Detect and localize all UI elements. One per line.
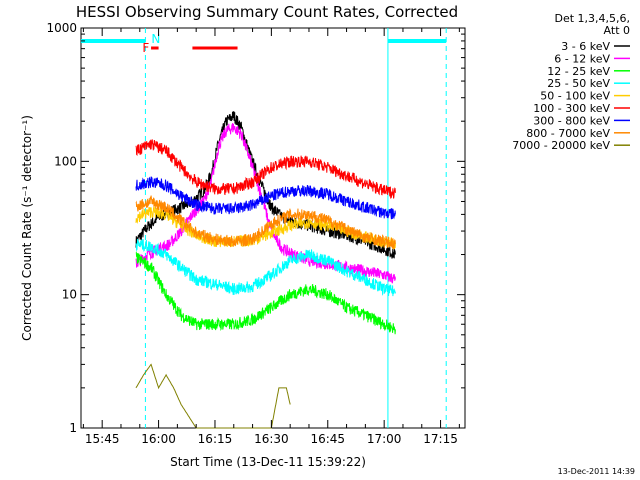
x-tick-label: 17:15 bbox=[423, 432, 458, 446]
x-axis-label: Start Time (13-Dec-11 15:39:22) bbox=[170, 455, 366, 469]
footer-timestamp: 13-Dec-2011 14:39 bbox=[558, 467, 635, 476]
y-axis-label: Corrected Count Rate (s⁻¹ detector⁻¹) bbox=[20, 115, 34, 341]
series-line bbox=[135, 363, 291, 429]
y-axis-ticks: 1 10 100 1000 bbox=[46, 21, 465, 435]
y-tick-label: 10 bbox=[62, 288, 77, 302]
series-line bbox=[135, 251, 396, 335]
series-line bbox=[135, 176, 396, 220]
flare-flag-label: F bbox=[142, 41, 149, 55]
series-line bbox=[135, 195, 396, 250]
legend-label: 50 - 100 keV bbox=[540, 90, 610, 103]
legend-label: 3 - 6 keV bbox=[561, 40, 610, 53]
series-line bbox=[135, 238, 396, 297]
y-tick-label: 1 bbox=[69, 421, 77, 435]
night-flag-label: N bbox=[151, 32, 160, 46]
y-tick-label: 100 bbox=[54, 154, 77, 168]
legend-header-line-2: Att 0 bbox=[604, 24, 630, 37]
legend-label: 12 - 25 keV bbox=[547, 65, 610, 78]
x-tick-label: 16:00 bbox=[141, 432, 176, 446]
series-lines bbox=[135, 111, 396, 429]
legend-label: 7000 - 20000 keV bbox=[512, 139, 610, 152]
x-tick-label: 17:00 bbox=[367, 432, 402, 446]
legend-label: 800 - 7000 keV bbox=[526, 127, 610, 140]
x-tick-label: 15:45 bbox=[85, 432, 120, 446]
legend-header-line-1: Det 1,3,4,5,6, bbox=[554, 12, 630, 25]
x-tick-label: 16:30 bbox=[254, 432, 289, 446]
legend-label: 25 - 50 keV bbox=[547, 77, 610, 90]
x-axis-ticks: 15:45 16:00 16:15 16:30 16:45 17:00 17:15 bbox=[82, 28, 460, 446]
chart-title: HESSI Observing Summary Count Rates, Cor… bbox=[76, 3, 458, 21]
y-tick-label: 1000 bbox=[46, 21, 77, 35]
legend-label: 100 - 300 keV bbox=[533, 102, 610, 115]
plot-frame bbox=[80, 27, 466, 429]
x-tick-label: 16:45 bbox=[310, 432, 345, 446]
flag-markers: NF bbox=[81, 28, 447, 428]
series-line bbox=[135, 139, 396, 199]
x-tick-label: 16:15 bbox=[198, 432, 233, 446]
legend-label: 6 - 12 keV bbox=[554, 52, 610, 65]
legend-label: 300 - 800 keV bbox=[533, 114, 610, 127]
